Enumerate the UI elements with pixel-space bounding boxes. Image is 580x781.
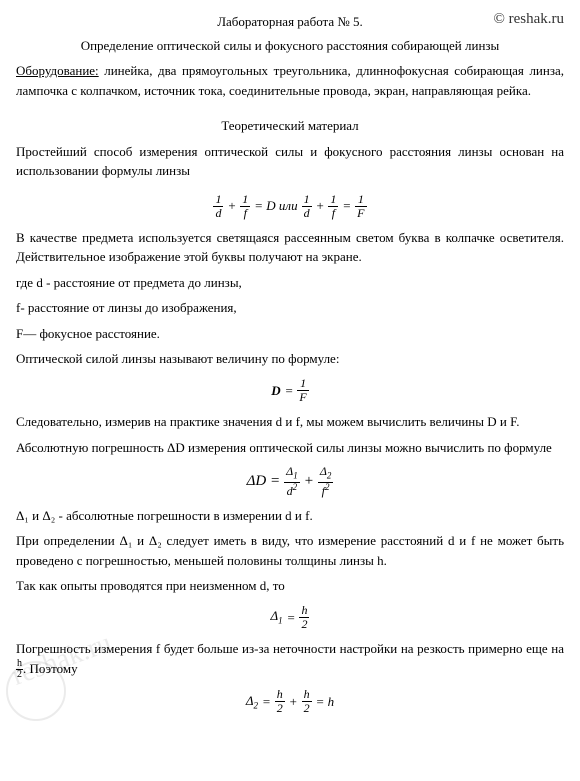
para-f-error: Погрешность измерения f будет больше из-… bbox=[16, 639, 564, 680]
equipment-text: линейка, два прямоугольных треугольника,… bbox=[16, 63, 564, 98]
formula-error: ΔD = Δ1 d2 + Δ2 f2 bbox=[16, 465, 564, 497]
lab-title: Определение оптической силы и фокусного … bbox=[16, 36, 564, 56]
formula-lens: 1d + 1f = D или 1d + 1f = 1F bbox=[16, 189, 564, 220]
para-error: Абсолютную погрешность ΔD измерения опти… bbox=[16, 438, 564, 458]
theory-header: Теоретический материал bbox=[16, 116, 564, 136]
para-conclusion: Следовательно, измерив на практике значе… bbox=[16, 412, 564, 432]
para-const-d: Так как опыты проводятся при неизменном … bbox=[16, 576, 564, 596]
para-object: В качестве предмета используется светяща… bbox=[16, 228, 564, 267]
watermark-top: © reshak.ru bbox=[493, 8, 564, 31]
equipment-section: Оборудование: линейка, два прямоугольных… bbox=[16, 61, 564, 100]
equipment-label: Оборудование: bbox=[16, 63, 99, 78]
formula-delta1: Δ1 = h2 bbox=[16, 604, 564, 631]
formula-delta2: Δ2 = h2 + h2 = h bbox=[16, 688, 564, 715]
def-d: где d - расстояние от предмета до линзы, bbox=[16, 273, 564, 293]
para-delta-note: При определении Δ₁ и Δ₂ следует иметь в … bbox=[16, 531, 564, 570]
lab-number: Лабораторная работа № 5. bbox=[16, 12, 564, 32]
para-optical-power: Оптической силой линзы называют величину… bbox=[16, 349, 564, 369]
formula-optical-power: D = 1F bbox=[16, 377, 564, 404]
para-delta-def: Δ₁ и Δ₂ - абсолютные погрешности в измер… bbox=[16, 506, 564, 526]
para-intro: Простейший способ измерения оптической с… bbox=[16, 142, 564, 181]
def-f: f- расстояние от линзы до изображения, bbox=[16, 298, 564, 318]
def-capital-f: F— фокусное расстояние. bbox=[16, 324, 564, 344]
